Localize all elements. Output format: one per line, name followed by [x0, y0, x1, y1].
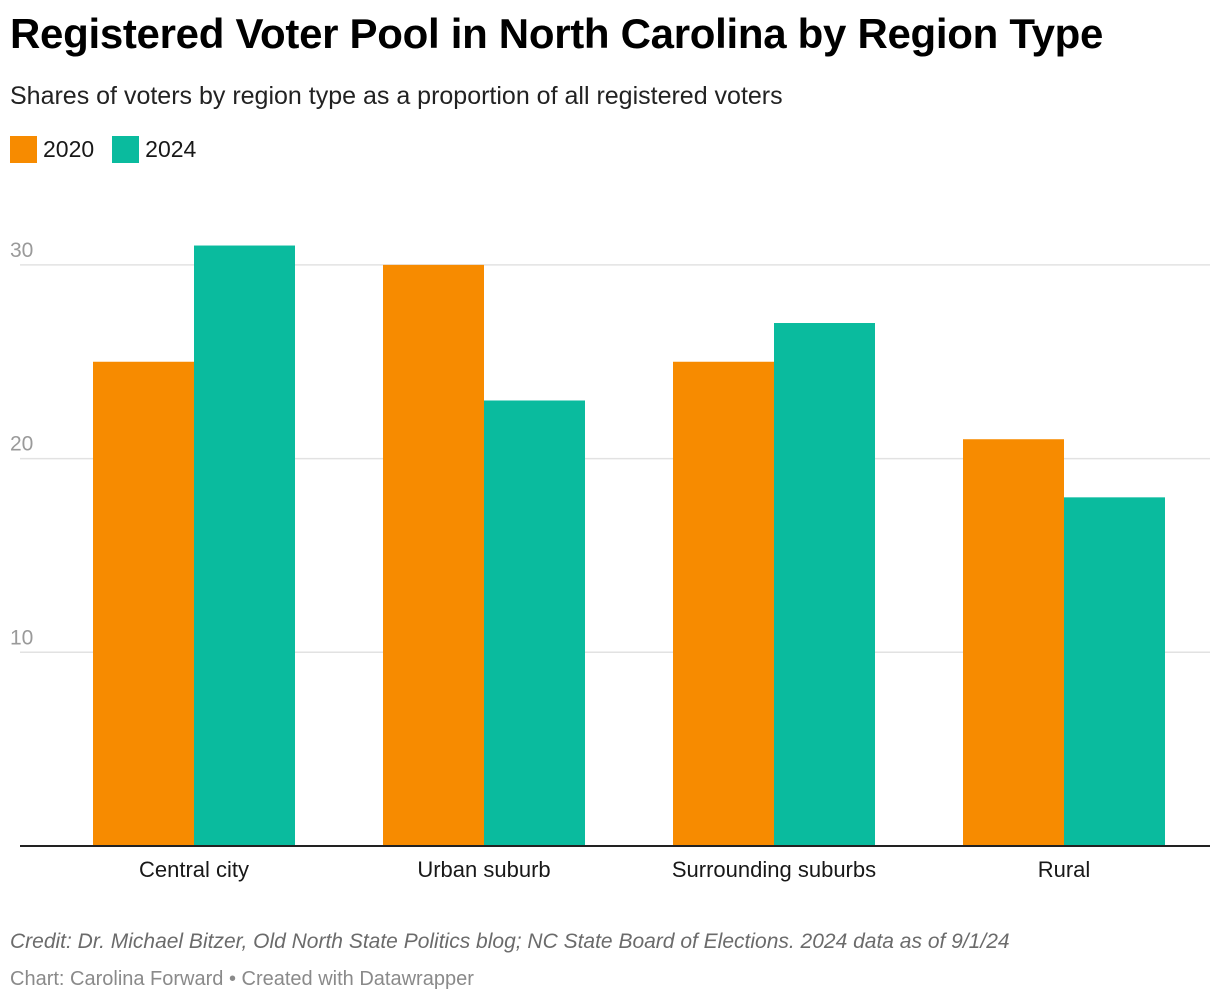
legend-item-2024: 2024 — [112, 136, 196, 163]
byline: Chart: Carolina Forward • Created with D… — [10, 968, 474, 990]
x-tick-label-surrounding-suburbs: Surrounding suburbs — [672, 857, 876, 882]
bar-surrounding-suburbs-2020 — [673, 361, 774, 846]
y-tick-label-30: 30 — [10, 239, 33, 262]
x-tick-label-central-city: Central city — [139, 857, 249, 882]
y-tick-label-20: 20 — [10, 433, 33, 456]
chart-subtitle: Shares of voters by region type as a pro… — [10, 82, 783, 110]
chart-title: Registered Voter Pool in North Carolina … — [10, 10, 1104, 57]
bar-central-city-2020 — [93, 361, 194, 846]
legend-label-2020: 2020 — [43, 136, 95, 162]
bar-central-city-2024 — [194, 245, 295, 846]
bar-urban-suburb-2024 — [484, 400, 585, 846]
y-tick-label-10: 10 — [10, 626, 33, 649]
legend-item-2020: 2020 — [10, 136, 94, 163]
bar-rural-2024 — [1064, 497, 1165, 846]
bar-surrounding-suburbs-2024 — [774, 323, 875, 846]
bar-rural-2020 — [963, 439, 1064, 846]
x-tick-label-rural: Rural — [1038, 857, 1091, 882]
x-tick-label-urban-suburb: Urban suburb — [417, 857, 550, 882]
credit-note: Credit: Dr. Michael Bitzer, Old North St… — [10, 930, 1010, 953]
bar-chart: 10 20 30 Central city Urban suburb Surroundin… — [10, 239, 1210, 882]
bar-urban-suburb-2020 — [383, 264, 484, 846]
legend-swatch-2020 — [10, 136, 37, 163]
legend-label-2024: 2024 — [145, 136, 197, 162]
legend-swatch-2024 — [112, 136, 140, 163]
legend: 2020 2024 — [10, 136, 214, 163]
